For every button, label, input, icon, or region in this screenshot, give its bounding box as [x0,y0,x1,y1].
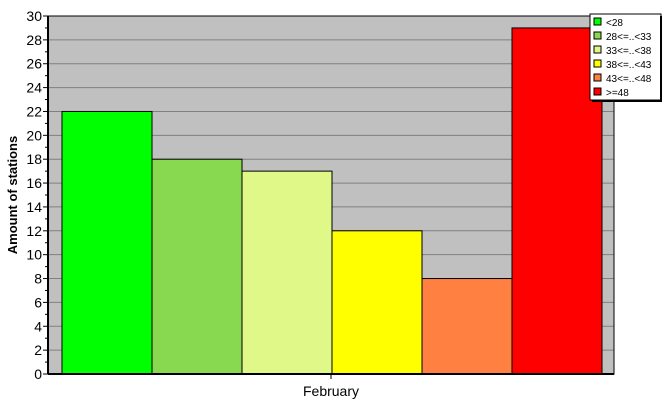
y-axis-label: Amount of stations [5,136,20,254]
y-tick-label: 18 [26,151,42,167]
legend-swatch [593,45,602,54]
legend-box [589,13,662,101]
bar [511,27,603,375]
y-tick-label: 26 [26,56,42,72]
legend-swatch [593,73,602,82]
bar [241,170,333,375]
legend-label: 33<=..<38 [606,46,652,57]
y-tick-label: 22 [26,103,42,119]
y-tick-label: 4 [34,318,42,334]
bar [61,110,153,375]
legend-swatch [593,31,602,40]
y-tick-label: 2 [34,342,42,358]
legend-label: <28 [606,18,623,29]
bar [331,230,423,375]
y-tick-label: 12 [26,223,42,239]
y-tick-label: 10 [26,247,42,263]
legend-swatch [593,87,602,96]
x-tick-label: February [303,383,359,399]
y-tick-label: 6 [34,294,42,310]
legend-label: 38<=..<43 [606,60,652,71]
bar [421,278,513,375]
legend: <28 28<=..<33 33<=..<38 38<=..<43 43<=..<48 >… [589,13,662,102]
y-tick-label: 30 [26,8,42,24]
bar [151,158,243,375]
bars [61,27,603,375]
y-tick-label: 8 [34,271,42,287]
legend-label: 28<=..<33 [606,32,652,43]
y-tick-label: 24 [26,80,42,96]
y-tick-label: 28 [26,32,42,48]
legend-swatch [593,59,602,68]
legend-swatch [593,17,602,26]
y-tick-label: 16 [26,175,42,191]
y-tick-label: 14 [26,199,42,215]
legend-label: >=48 [606,88,629,99]
y-tick-label: 0 [34,366,42,382]
y-tick-label: 20 [26,127,42,143]
legend-label: 43<=..<48 [606,74,652,85]
